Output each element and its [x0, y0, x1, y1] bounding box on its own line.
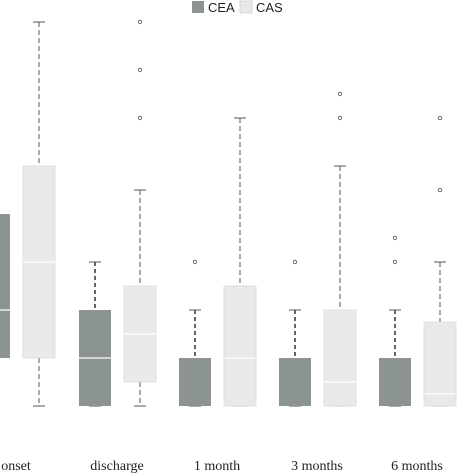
- box-cas: [223, 285, 257, 407]
- box-cas: [323, 309, 357, 407]
- box-group-cas-4: [423, 115, 457, 407]
- outlier-point-cas: [437, 187, 443, 193]
- legend-swatch-cas: [239, 0, 253, 14]
- box-group-cea-0: [0, 214, 10, 358]
- outlier-point-cea: [392, 259, 398, 265]
- box-group-cea-1: [79, 261, 111, 407]
- outlier-point-cea: [392, 235, 398, 241]
- outlier-point-cas: [337, 115, 343, 121]
- outlier-point-cas: [137, 19, 143, 25]
- box-cea: [379, 358, 411, 406]
- category-labels: onset discharge 1 month 3 months 6 months: [1, 459, 443, 474]
- category-label-4: 6 months: [391, 459, 443, 474]
- legend-label-cea: CEA: [208, 0, 235, 15]
- box-group-cea-2: [179, 259, 211, 407]
- box-group-cas-2: [223, 117, 257, 407]
- box-cea: [0, 214, 10, 358]
- box-group-cas-0: [22, 21, 56, 407]
- outlier-point-cas: [437, 115, 443, 121]
- box-group-cea-3: [279, 259, 311, 407]
- box-cas: [423, 321, 457, 407]
- box-cea: [279, 358, 311, 406]
- legend-label-cas: CAS: [256, 0, 283, 15]
- outlier-point-cea: [292, 259, 298, 265]
- outlier-point-cas: [137, 67, 143, 73]
- category-label-1: discharge: [90, 459, 143, 474]
- box-cea: [179, 358, 211, 406]
- category-label-0: onset: [1, 459, 31, 474]
- outlier-point-cas: [137, 115, 143, 121]
- category-label-2: 1 month: [194, 459, 240, 474]
- legend: CEA CAS: [192, 0, 283, 15]
- plot-area: [0, 19, 457, 407]
- box-group-cas-3: [323, 91, 357, 407]
- outlier-point-cas: [337, 91, 343, 97]
- box-group-cas-1: [123, 19, 157, 407]
- category-label-3: 3 months: [291, 459, 343, 474]
- box-group-cea-4: [379, 235, 411, 407]
- outlier-point-cea: [192, 259, 198, 265]
- legend-swatch-cea: [192, 1, 204, 13]
